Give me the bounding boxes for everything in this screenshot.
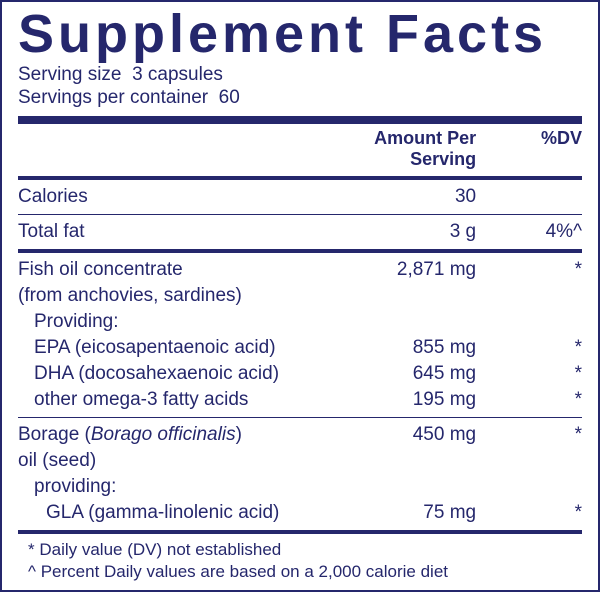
nutrition-table: Amount Per Serving %DV Calories 30 Total… [18, 126, 582, 538]
footnote-dv: * Daily value (DV) not established [18, 538, 582, 560]
row-dv: * [486, 500, 582, 526]
table-row: EPA (eicosapentaenoic acid) 855 mg * [18, 335, 582, 361]
table-header-row: Amount Per Serving %DV [18, 126, 582, 172]
table-row: providing: [18, 474, 582, 500]
divider-thin-icon [18, 214, 582, 215]
header-dv: %DV [486, 126, 582, 172]
divider-thin-icon [18, 417, 582, 418]
row-name: DHA (docosahexaenoic acid) [18, 361, 334, 387]
divider-thick-icon [18, 116, 582, 124]
table-row: Borage (Borago officinalis) 450 mg * [18, 422, 582, 448]
row-dv: * [486, 361, 582, 387]
table-row: GLA (gamma-linolenic acid) 75 mg * [18, 500, 582, 526]
table-row: Fish oil concentrate 2,871 mg * [18, 257, 582, 283]
serving-size-line: Serving size 3 capsules [18, 63, 582, 87]
row-name: Calories [18, 184, 334, 210]
table-row: Total fat 3 g 4%^ [18, 219, 582, 245]
header-amount: Amount Per Serving [334, 126, 486, 172]
row-amount: 195 mg [334, 387, 486, 413]
row-dv [486, 184, 582, 210]
row-dv: * [486, 335, 582, 361]
row-amount: 645 mg [334, 361, 486, 387]
row-dv: * [486, 387, 582, 413]
serving-size-label: Serving size [18, 64, 122, 85]
row-dv: * [486, 257, 582, 283]
row-name: Total fat [18, 219, 334, 245]
row-name: Fish oil concentrate [18, 257, 334, 283]
servings-per-container-value: 60 [219, 87, 240, 108]
table-row: DHA (docosahexaenoic acid) 645 mg * [18, 361, 582, 387]
row-amount: 2,871 mg [334, 257, 486, 283]
footnote-percent: ^ Percent Daily values are based on a 2,… [18, 560, 582, 582]
row-amount: 855 mg [334, 335, 486, 361]
row-amount: 450 mg [334, 422, 486, 448]
row-name: oil (seed) [18, 448, 334, 474]
row-amount: 30 [334, 184, 486, 210]
row-name: Borage (Borago officinalis) [18, 422, 334, 448]
row-name: (from anchovies, sardines) [18, 283, 334, 309]
table-row: (from anchovies, sardines) [18, 283, 582, 309]
servings-per-container-label: Servings per container [18, 87, 208, 108]
table-row: oil (seed) [18, 448, 582, 474]
row-name: other omega-3 fatty acids [18, 387, 334, 413]
row-name: GLA (gamma-linolenic acid) [18, 500, 334, 526]
row-name: EPA (eicosapentaenoic acid) [18, 335, 334, 361]
table-row: Providing: [18, 309, 582, 335]
divider-med-icon [18, 530, 582, 534]
table-row: Calories 30 [18, 184, 582, 210]
row-name: providing: [18, 474, 334, 500]
servings-per-container-line: Servings per container 60 [18, 86, 582, 110]
serving-size-value: 3 capsules [132, 64, 223, 85]
panel-title: Supplement Facts [18, 6, 582, 63]
row-amount: 75 mg [334, 500, 486, 526]
row-amount: 3 g [334, 219, 486, 245]
supplement-facts-panel: Supplement Facts Serving size 3 capsules… [0, 0, 600, 592]
table-row: other omega-3 fatty acids 195 mg * [18, 387, 582, 413]
row-name: Providing: [18, 309, 334, 335]
row-dv: 4%^ [486, 219, 582, 245]
row-dv: * [486, 422, 582, 448]
divider-med-icon [18, 176, 582, 180]
divider-med-icon [18, 249, 582, 253]
